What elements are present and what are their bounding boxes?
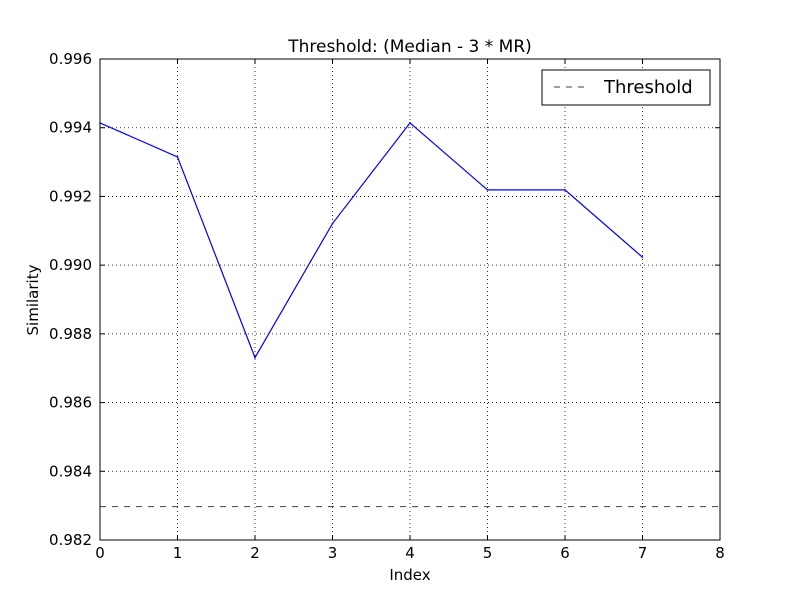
x-tick-label: 5: [483, 544, 493, 562]
data-point: [564, 189, 566, 191]
axis-ticks: 0 1 2 3 4 5 6 7 8 0.982 0.984 0.986 0.988 0.990 0.992 0…: [49, 50, 725, 562]
x-axis-label: Index: [389, 566, 430, 584]
x-tick-label: 8: [715, 544, 725, 562]
data-point: [176, 156, 179, 158]
y-tick-label: 0.994: [49, 119, 92, 137]
legend-threshold-label: Threshold: [603, 77, 693, 98]
x-tick-label: 3: [328, 544, 338, 562]
x-tick-label: 6: [560, 544, 570, 562]
y-tick-label: 0.988: [49, 325, 92, 343]
y-tick-label: 0.986: [49, 394, 92, 412]
grid: [100, 59, 720, 540]
x-tick-label: 2: [250, 544, 260, 562]
similarity-series: [99, 122, 644, 359]
series-line: [99, 122, 643, 359]
chart-title: Threshold: (Median - 3 * MR): [287, 37, 532, 57]
y-tick-label: 0.992: [49, 187, 92, 205]
data-point: [331, 222, 334, 225]
data-point: [641, 256, 644, 259]
y-tick-label: 0.990: [49, 256, 92, 274]
y-tick-label: 0.982: [49, 531, 92, 549]
x-tick-label: 7: [638, 544, 648, 562]
data-point: [254, 356, 256, 359]
legend: Threshold: [541, 69, 711, 106]
y-tick-label: 0.996: [49, 50, 92, 68]
y-axis-label: Similarity: [24, 264, 42, 335]
data-point: [409, 122, 411, 124]
x-tick-label: 4: [405, 544, 415, 562]
x-tick-label: 0: [95, 544, 105, 562]
data-point: [486, 189, 489, 191]
x-tick-label: 1: [173, 544, 183, 562]
y-tick-label: 0.984: [49, 462, 92, 480]
